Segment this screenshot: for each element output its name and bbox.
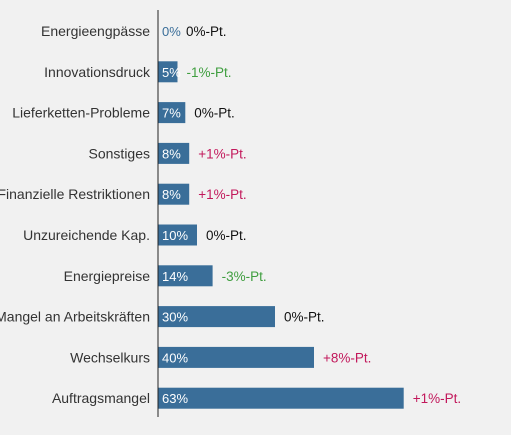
bar xyxy=(158,346,314,368)
category-label: Auftragsmangel xyxy=(52,390,150,406)
bar-row: Innovationsdruck 5% -1%-Pt. xyxy=(44,61,232,83)
change-label: 0%-Pt. xyxy=(186,24,227,39)
bars-layer: Energieengpässe 0% 0%-Pt. Innovationsdruck 5… xyxy=(0,23,461,409)
value-label: 63% xyxy=(162,391,188,406)
change-label: +1%-Pt. xyxy=(413,391,461,406)
bar-row: Auftragsmangel 63% +1%-Pt. xyxy=(52,387,461,409)
bar xyxy=(158,142,190,164)
category-label: Mangel an Arbeitskräften xyxy=(0,309,150,325)
bar xyxy=(158,61,178,83)
value-label: 40% xyxy=(162,350,188,365)
bar-row: Lieferketten-Probleme 7% 0%-Pt. xyxy=(12,102,235,124)
bar-row: Energieengpässe 0% 0%-Pt. xyxy=(41,23,227,39)
change-label: -3%-Pt. xyxy=(222,269,267,284)
bar xyxy=(158,306,275,328)
bar xyxy=(158,387,404,409)
bar xyxy=(158,102,186,124)
change-label: 0%-Pt. xyxy=(284,310,325,325)
category-label: Energiepreise xyxy=(64,268,151,284)
value-label: 0% xyxy=(162,24,181,39)
value-label: 8% xyxy=(162,187,181,202)
bar-row: Unzureichende Kap. 10% 0%-Pt. xyxy=(23,224,247,246)
bar-row: Mangel an Arbeitskräften 30% 0%-Pt. xyxy=(0,306,325,328)
change-label: +8%-Pt. xyxy=(323,350,371,365)
bar-row: Finanzielle Restriktionen 8% +1%-Pt. xyxy=(0,183,247,205)
category-label: Innovationsdruck xyxy=(44,64,151,80)
bar xyxy=(158,224,197,246)
change-label: 0%-Pt. xyxy=(206,228,247,243)
category-label: Sonstiges xyxy=(89,145,150,161)
bar-row: Wechselkurs 40% +8%-Pt. xyxy=(70,346,371,368)
value-label: 5% xyxy=(162,65,181,80)
bar xyxy=(158,183,190,205)
bar-row: Sonstiges 8% +1%-Pt. xyxy=(89,142,247,164)
bar xyxy=(158,265,213,287)
value-label: 10% xyxy=(162,228,188,243)
category-label: Wechselkurs xyxy=(70,349,150,365)
change-label: -1%-Pt. xyxy=(187,65,232,80)
change-label: 0%-Pt. xyxy=(194,106,235,121)
value-label: 7% xyxy=(162,106,181,121)
category-label: Energieengpässe xyxy=(41,23,150,39)
change-label: +1%-Pt. xyxy=(198,187,246,202)
bar-row: Energiepreise 14% -3%-Pt. xyxy=(64,265,267,287)
category-label: Unzureichende Kap. xyxy=(23,227,150,243)
change-label: +1%-Pt. xyxy=(198,146,246,161)
category-label: Finanzielle Restriktionen xyxy=(0,186,150,202)
value-label: 14% xyxy=(162,269,188,284)
value-label: 8% xyxy=(162,146,181,161)
category-label: Lieferketten-Probleme xyxy=(12,105,150,121)
value-label: 30% xyxy=(162,310,188,325)
